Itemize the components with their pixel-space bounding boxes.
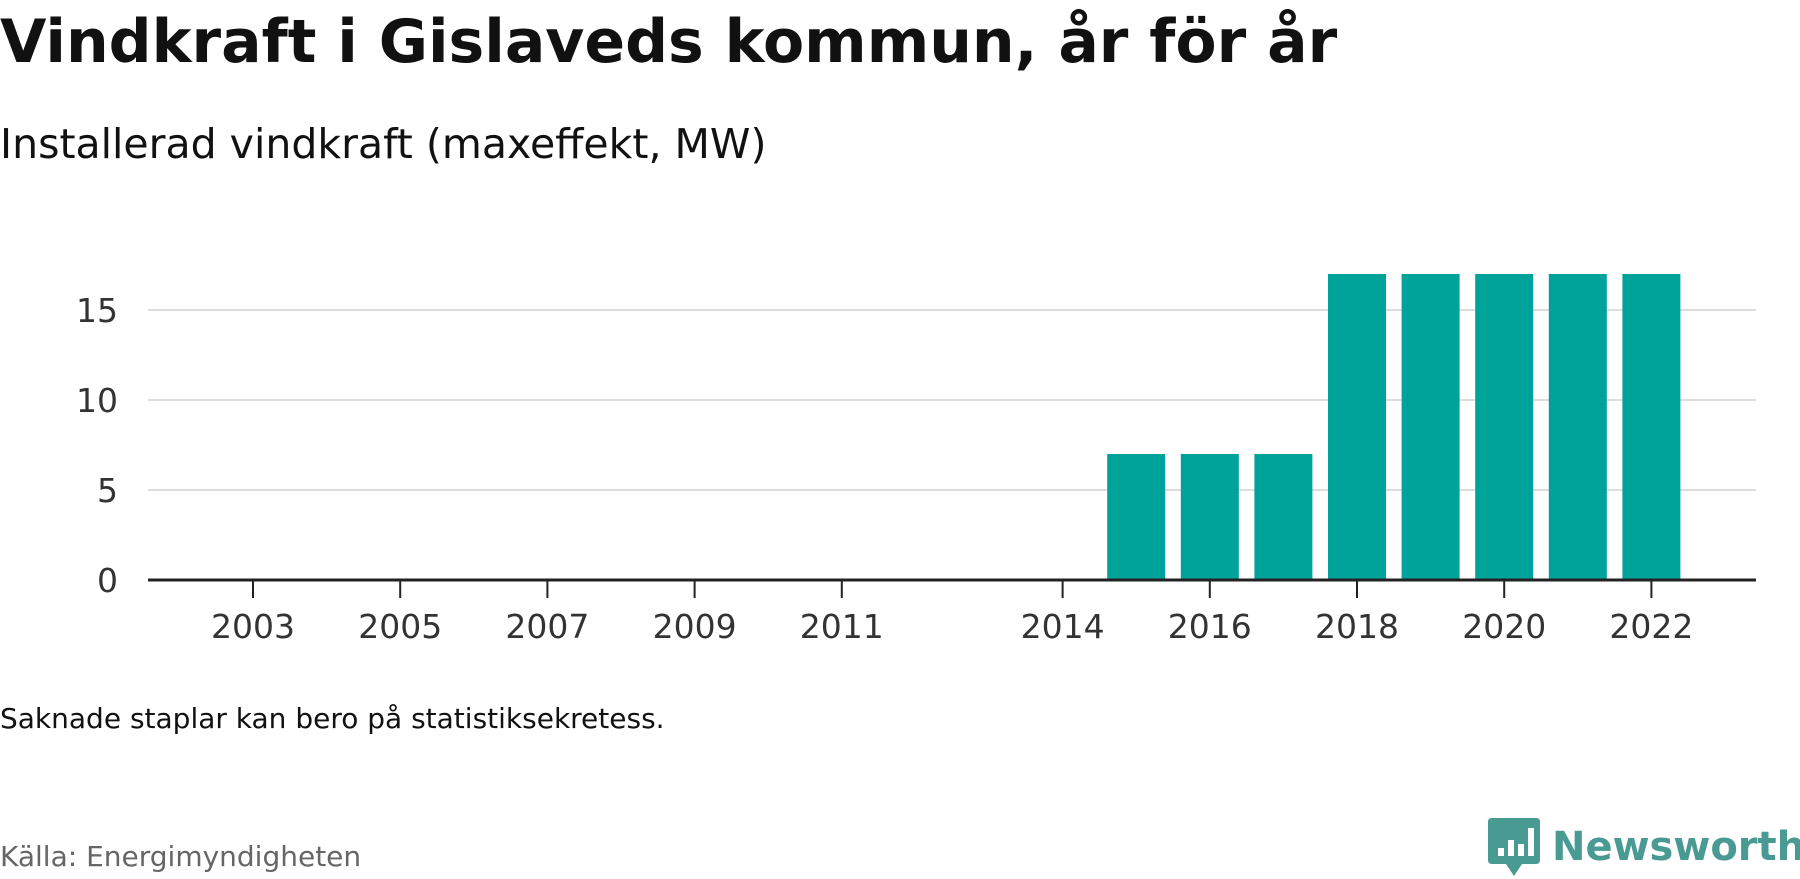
bar-2018: [1328, 274, 1386, 580]
x-axis-ticks: 2003 2005 2007 2009 2011 2014 2016 2018 2020 2022: [211, 580, 1693, 646]
bar-2020: [1475, 274, 1534, 580]
footnote: Saknade staplar kan bero på statistiksek…: [0, 702, 665, 735]
y-tick-label: 5: [97, 471, 118, 510]
bar-2019: [1401, 274, 1460, 580]
newsworthy-logo[interactable]: Newsworthy: [1488, 818, 1800, 876]
x-tick-label: 2011: [800, 607, 884, 646]
y-tick-label: 10: [76, 381, 118, 420]
x-tick-label: 2014: [1021, 607, 1105, 646]
x-tick-label: 2022: [1609, 607, 1693, 646]
x-tick-label: 2007: [505, 607, 589, 646]
y-axis-ticks: 0 5 10 15: [76, 291, 118, 600]
bar-2022: [1622, 274, 1681, 580]
y-tick-label: 0: [97, 561, 118, 600]
y-tick-label: 15: [76, 291, 118, 330]
source-credit: Källa: Energimyndigheten: [0, 840, 362, 873]
newsworthy-logo-icon: [1488, 818, 1540, 876]
chart-subtitle: Installerad vindkraft (maxeffekt, MW): [0, 120, 767, 168]
x-tick-label: 2009: [653, 607, 737, 646]
bar-2016: [1180, 454, 1239, 580]
bar-2017: [1254, 454, 1313, 580]
bar-2015: [1107, 454, 1166, 580]
x-tick-label: 2018: [1315, 607, 1399, 646]
x-tick-label: 2003: [211, 607, 295, 646]
x-tick-label: 2016: [1168, 607, 1252, 646]
chart-title: Vindkraft i Gislaveds kommun, år för år: [0, 7, 1338, 77]
bar-2021: [1548, 274, 1607, 580]
x-tick-label: 2020: [1462, 607, 1546, 646]
bars: [1107, 274, 1681, 580]
x-tick-label: 2005: [358, 607, 442, 646]
brand-name: Newsworthy: [1552, 824, 1800, 870]
